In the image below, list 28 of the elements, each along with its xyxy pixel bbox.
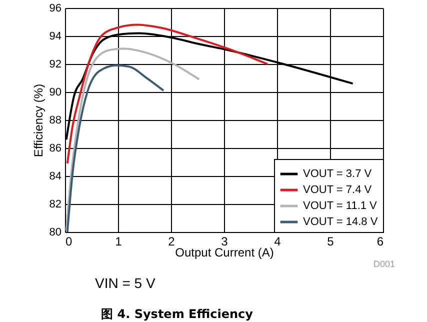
x-tick-label: 1: [115, 234, 122, 248]
text: D001: [373, 259, 395, 269]
x-tick-label: 5: [327, 234, 334, 248]
y-axis-title: Efficiency (%): [31, 84, 46, 158]
line-series: [66, 64, 165, 232]
x-tick-label: 4: [274, 234, 282, 248]
y-tick-label: 90: [49, 86, 62, 98]
y-tick-label: 86: [49, 142, 62, 154]
y-tick-label: 84: [49, 170, 62, 182]
y-tick-label: 96: [49, 2, 62, 14]
line-series: [65, 48, 200, 232]
y-tick-label: 92: [49, 58, 62, 70]
y-tick-label: 82: [49, 198, 62, 210]
y-tick-label: 80: [49, 226, 62, 238]
x-tick-label: 3: [221, 234, 228, 248]
x-tick-label: 6: [376, 234, 384, 248]
x-axis-title: Output Current (A): [175, 246, 274, 260]
legend-label: VOUT = 3.7 V: [303, 168, 372, 180]
y-tick-label: 94: [49, 30, 62, 42]
text: VIN = 5 V: [95, 275, 156, 291]
legend-label: VOUT = 14.8 V: [303, 216, 378, 228]
line-series: [66, 24, 268, 164]
text: 图 4. System Efficiency: [101, 307, 254, 321]
y-tick-label: 88: [49, 114, 62, 126]
x-tick-label: 0: [66, 234, 72, 248]
legend-label: VOUT = 7.4 V: [303, 184, 372, 196]
x-tick-label: 2: [168, 234, 176, 248]
legend-label: VOUT = 11.1 V: [303, 200, 378, 212]
